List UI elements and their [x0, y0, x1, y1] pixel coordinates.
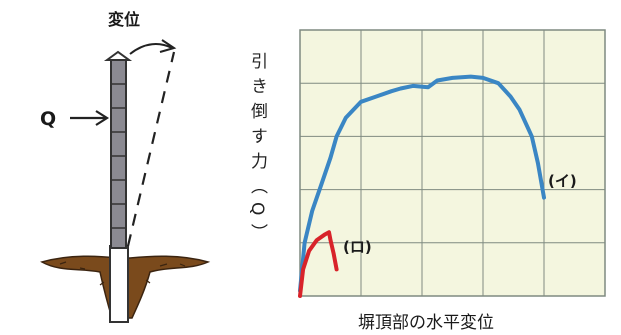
displacement-label: 変位	[108, 10, 141, 29]
wall-diagram	[40, 39, 211, 323]
curve-i-label: (イ)	[548, 172, 577, 190]
grid-lines	[300, 30, 605, 296]
wall-block-joints	[111, 83, 126, 229]
curve-ro-label: (ロ)	[343, 238, 372, 256]
x-axis-label: 塀頂部の水平変位	[358, 313, 494, 333]
series-layer	[298, 74, 546, 298]
displacement-arrow-head	[159, 39, 177, 53]
plot-area	[299, 29, 606, 297]
force-q-label: Q	[40, 108, 57, 130]
wall-cap	[103, 50, 133, 61]
series-line-i	[298, 74, 546, 293]
series-line-ro	[298, 230, 339, 298]
ground-texture	[59, 261, 186, 286]
y-axis-label: 引き倒す力（Q）	[247, 52, 267, 249]
force-arrow-head	[95, 110, 110, 126]
displacement-arrow	[129, 43, 173, 55]
